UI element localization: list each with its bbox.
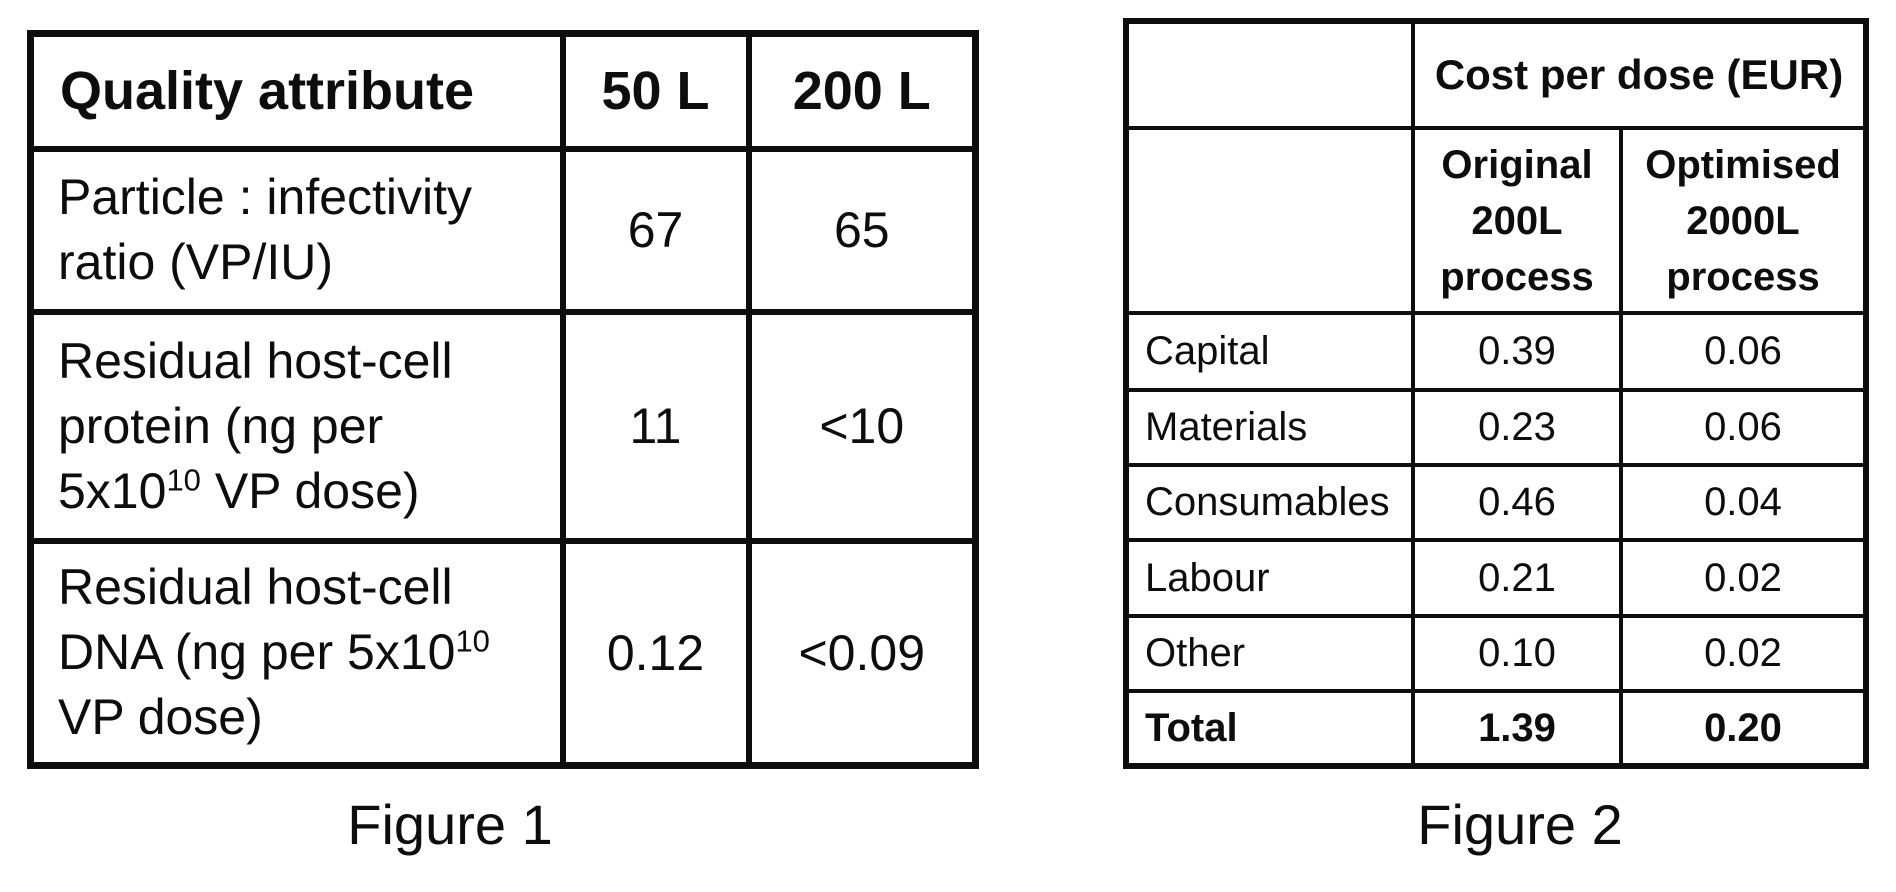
label-text: VP dose) [58, 689, 263, 746]
value-consumables-optimised: 0.04 [1619, 463, 1868, 542]
superscript-exponent: 10 [455, 623, 490, 659]
value-protein-200l: <10 [745, 308, 979, 544]
label-text: Residual host-cell DNA (ng per 5x10 [58, 559, 456, 681]
table-row-total: Total 1.39 0.20 [1124, 689, 1868, 768]
value-capital-optimised: 0.06 [1619, 311, 1868, 392]
label-text: VP dose) [200, 462, 420, 519]
table-row-capital: Capital 0.39 0.06 [1124, 311, 1868, 392]
table-row-labour: Labour 0.21 0.02 [1124, 538, 1868, 618]
value-particle-200l: 65 [745, 145, 979, 315]
value-dna-50l: 0.12 [559, 537, 752, 769]
value-other-optimised: 0.02 [1619, 614, 1868, 693]
table-row-residual-protein: Residual host-cell protein (ng per 5x101… [27, 308, 979, 544]
table-row-consumables: Consumables 0.46 0.04 [1124, 463, 1868, 542]
row-label-materials: Materials [1124, 388, 1415, 467]
value-capital-original: 0.39 [1411, 311, 1623, 392]
value-total-original: 1.39 [1411, 689, 1623, 768]
row-label-other: Other [1124, 614, 1415, 693]
row-label-capital: Capital [1124, 311, 1415, 392]
row-label-total: Total [1124, 689, 1415, 768]
figure-1-caption: Figure 1 [347, 793, 553, 856]
label-text: Residual host-cell protein (ng per 5x10 [58, 332, 453, 519]
header-cost-per-dose: Cost per dose (EUR) [1411, 19, 1868, 130]
value-total-optimised: 0.20 [1619, 689, 1868, 768]
row-label-consumables: Consumables [1124, 463, 1415, 542]
table-header-row: Quality attribute 50 L 200 L [27, 30, 979, 152]
cost-per-dose-table: Cost per dose (EUR) Original 200L proces… [1123, 18, 1869, 769]
value-particle-50l: 67 [559, 145, 752, 315]
value-dna-200l: <0.09 [745, 537, 979, 769]
table-header-row-span: Cost per dose (EUR) [1124, 19, 1868, 130]
row-label-residual-dna: Residual host-cell DNA (ng per 5x1010 VP… [27, 537, 566, 769]
table-row-materials: Materials 0.23 0.06 [1124, 388, 1868, 467]
superscript-exponent: 10 [166, 461, 201, 497]
empty-corner-cell [1124, 126, 1415, 315]
header-original-200l-process: Original 200L process [1411, 126, 1623, 315]
table-row-residual-dna: Residual host-cell DNA (ng per 5x1010 VP… [27, 537, 979, 769]
header-200l: 200 L [745, 30, 979, 152]
table-row-particle-infectivity: Particle : infectivity ratio (VP/IU) 67 … [27, 145, 979, 315]
table-row-other: Other 0.10 0.02 [1124, 614, 1868, 693]
value-labour-optimised: 0.02 [1619, 538, 1868, 618]
header-50l: 50 L [559, 30, 752, 152]
table-header-row-processes: Original 200L process Optimised 2000L pr… [1124, 126, 1868, 315]
row-label-particle-infectivity: Particle : infectivity ratio (VP/IU) [27, 145, 566, 315]
quality-attributes-table: Quality attribute 50 L 200 L Particle : … [27, 30, 979, 769]
row-label-labour: Labour [1124, 538, 1415, 618]
value-other-original: 0.10 [1411, 614, 1623, 693]
value-materials-optimised: 0.06 [1619, 388, 1868, 467]
value-materials-original: 0.23 [1411, 388, 1623, 467]
value-consumables-original: 0.46 [1411, 463, 1623, 542]
header-optimised-2000l-process: Optimised 2000L process [1619, 126, 1868, 315]
value-protein-50l: 11 [559, 308, 752, 544]
value-labour-original: 0.21 [1411, 538, 1623, 618]
row-label-residual-protein: Residual host-cell protein (ng per 5x101… [27, 308, 566, 544]
figure-2-caption: Figure 2 [1417, 793, 1623, 856]
header-quality-attribute: Quality attribute [27, 30, 566, 152]
empty-corner-cell [1124, 19, 1415, 130]
